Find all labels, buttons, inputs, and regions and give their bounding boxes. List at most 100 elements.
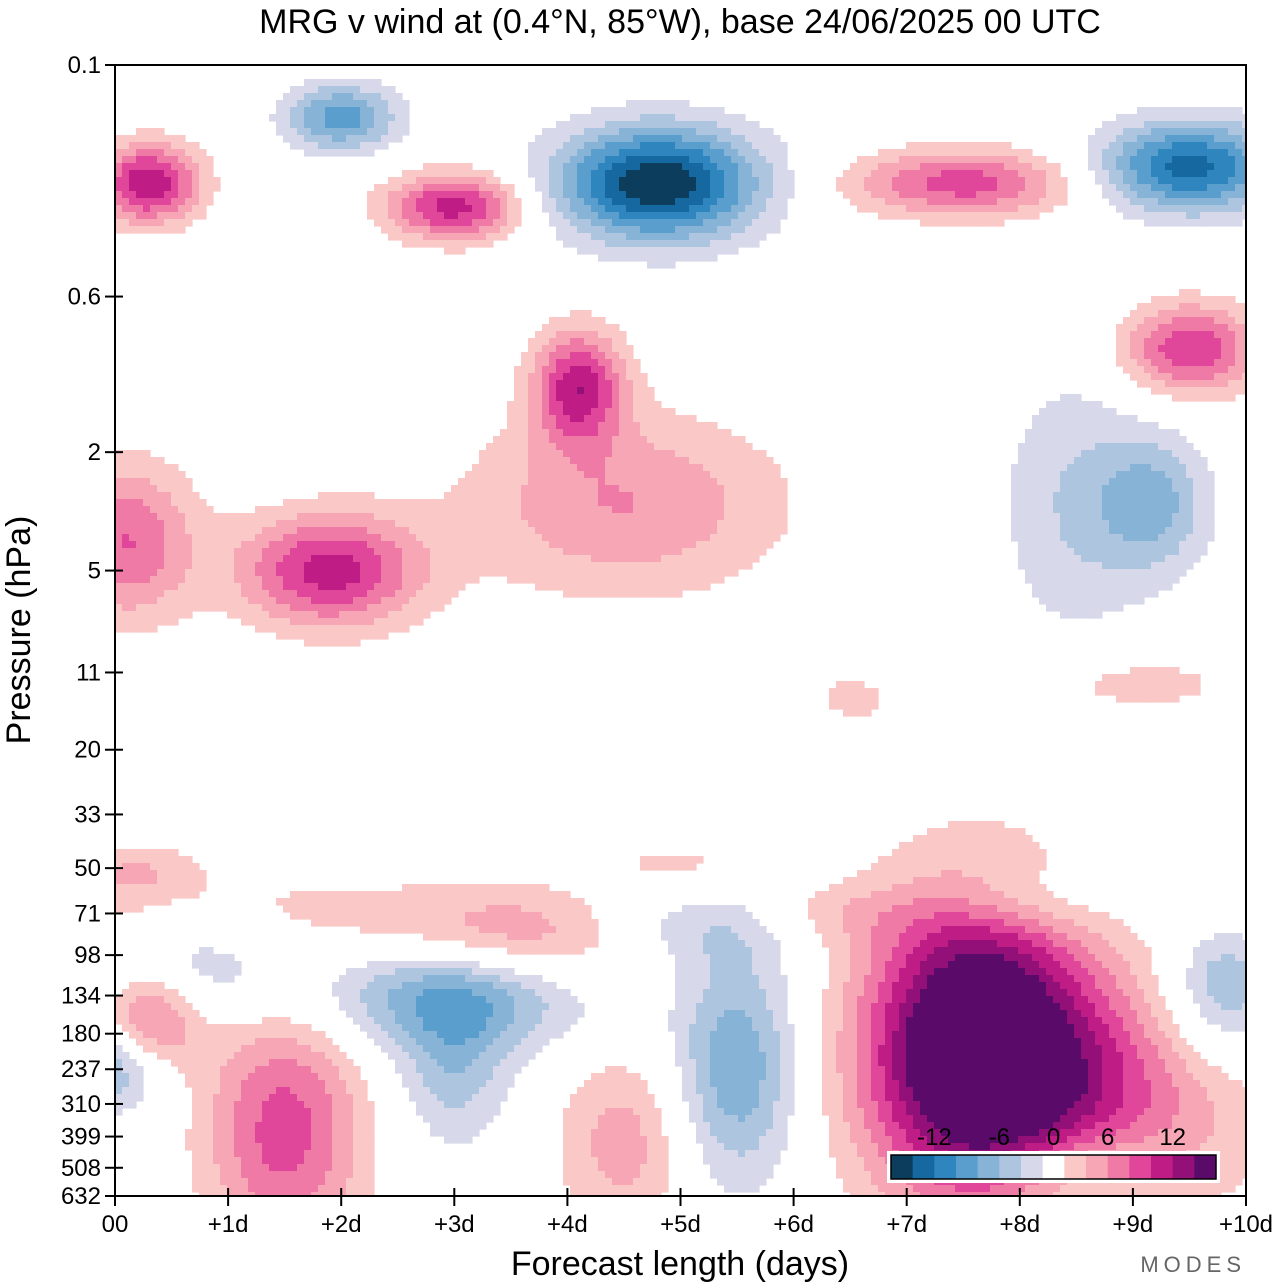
field-cell [1123, 555, 1131, 563]
field-cell [598, 471, 606, 479]
field-cell [507, 205, 515, 213]
field-cell [1179, 142, 1187, 150]
field-cell [1053, 464, 1061, 472]
field-cell [1123, 345, 1131, 353]
field-cell [647, 240, 655, 248]
field-cell [1060, 408, 1068, 416]
field-cell [220, 513, 228, 521]
field-cell [689, 415, 697, 423]
field-cell [1200, 513, 1208, 521]
field-cell [472, 527, 480, 535]
field-cell [360, 555, 368, 563]
field-cell [724, 499, 732, 507]
field-cell [409, 184, 417, 192]
field-cell [213, 184, 221, 192]
field-cell [346, 590, 354, 598]
field-cell [1235, 156, 1243, 164]
field-cell [1123, 149, 1131, 157]
field-cell [1032, 499, 1040, 507]
field-cell [528, 548, 536, 556]
field-cell [1214, 191, 1222, 199]
field-cell [1102, 177, 1110, 185]
field-cell [1018, 170, 1026, 178]
field-cell [759, 191, 767, 199]
field-cell [122, 534, 130, 542]
field-cell [696, 163, 704, 171]
field-cell [535, 415, 543, 423]
field-cell [290, 534, 298, 542]
field-cell [1130, 184, 1138, 192]
field-cell [1060, 513, 1068, 521]
field-cell [1067, 527, 1075, 535]
field-cell [1158, 534, 1166, 542]
field-cell [605, 429, 613, 437]
field-cell [472, 485, 480, 493]
field-cell [857, 156, 865, 164]
field-cell [1214, 380, 1222, 388]
field-cell [1081, 597, 1089, 605]
field-cell [563, 233, 571, 241]
field-cell [1123, 114, 1131, 122]
field-cell [654, 471, 662, 479]
field-cell [640, 478, 648, 486]
field-cell [269, 513, 277, 521]
field-cell [766, 177, 774, 185]
field-cell [1221, 128, 1229, 136]
field-cell [1018, 548, 1026, 556]
field-cell [402, 100, 410, 108]
field-cell [430, 583, 438, 591]
field-cell [1193, 177, 1201, 185]
field-cell [1025, 576, 1033, 584]
field-cell [1116, 548, 1124, 556]
field-cell [1144, 359, 1152, 367]
field-cell [1004, 163, 1012, 171]
field-cell [115, 135, 123, 143]
field-cell [598, 352, 606, 360]
field-cell [500, 562, 508, 570]
field-cell [164, 464, 172, 472]
field-cell [1088, 163, 1096, 171]
field-cell [1123, 520, 1131, 528]
field-cell [633, 149, 641, 157]
field-cell [1172, 555, 1180, 563]
field-cell [1214, 156, 1222, 164]
field-cell [199, 163, 207, 171]
field-cell [745, 212, 753, 220]
field-cell [1179, 191, 1187, 199]
field-cell [493, 555, 501, 563]
field-cell [206, 576, 214, 584]
field-cell [724, 506, 732, 514]
field-cell [1228, 310, 1236, 318]
field-cell [584, 149, 592, 157]
field-cell [878, 149, 886, 157]
field-cell [493, 534, 501, 542]
field-cell [1081, 555, 1089, 563]
field-cell [185, 527, 193, 535]
field-cell [1207, 121, 1215, 129]
field-cell [710, 142, 718, 150]
field-cell [612, 548, 620, 556]
field-cell [1200, 366, 1208, 374]
field-cell [521, 464, 529, 472]
field-cell [388, 93, 396, 101]
field-cell [262, 506, 270, 514]
field-cell [857, 163, 865, 171]
field-cell [514, 520, 522, 528]
field-cell [178, 590, 186, 598]
field-cell [962, 149, 970, 157]
field-cell [493, 464, 501, 472]
field-cell [1095, 135, 1103, 143]
field-cell [206, 597, 214, 605]
field-cell [493, 233, 501, 241]
field-cell [1165, 198, 1173, 206]
field-cell [1137, 107, 1145, 115]
field-cell [570, 436, 578, 444]
field-cell [549, 583, 557, 591]
field-cell [997, 205, 1005, 213]
field-cell [1242, 380, 1247, 388]
field-cell [1011, 191, 1019, 199]
field-cell [535, 380, 543, 388]
field-cell [745, 464, 753, 472]
field-cell [619, 170, 627, 178]
